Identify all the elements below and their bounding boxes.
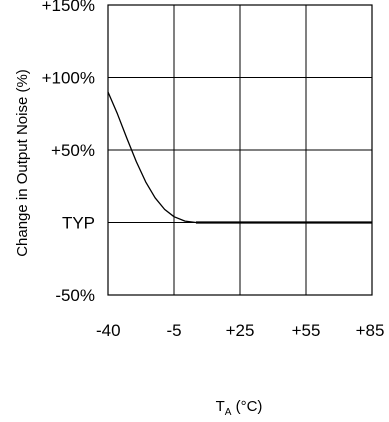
plot-frame [107,4,373,296]
y-tick-label: -50% [55,286,95,305]
grid-lines [107,4,373,296]
x-tick-label: -40 [96,321,121,340]
x-axis-label: TA (°C) [216,398,263,418]
x-tick-label: +55 [292,321,321,340]
y-tick-label: +150% [42,0,95,15]
y-tick-label: +100% [42,69,95,88]
x-tick-label: +85 [356,321,385,340]
y-tick-label: +50% [51,141,95,160]
x-axis-label-subscript: A [225,407,232,418]
y-axis-label: Change in Output Noise (%) [14,69,31,257]
x-axis-label-unit: (°C) [231,398,262,415]
x-tick-label: -5 [166,321,181,340]
x-axis-label-main: T [216,398,225,415]
series-group [107,91,372,224]
x-tick-label: +25 [226,321,255,340]
y-tick-label: TYP [62,214,95,233]
tick-labels: -40 -5 +25 +55 +85 +150% +100% +50% TYP -50% [42,0,385,340]
